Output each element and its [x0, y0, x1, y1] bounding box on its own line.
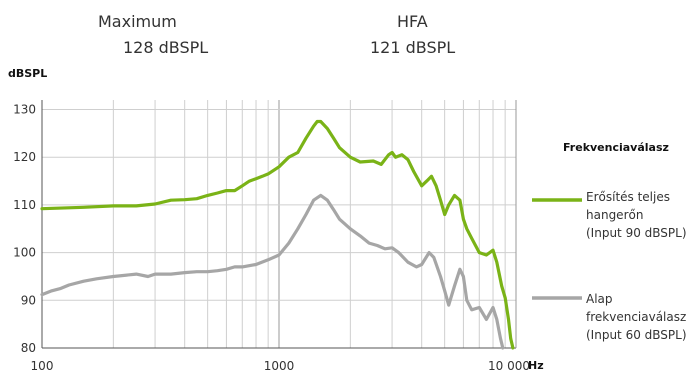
- legend-title: Frekvenciaválasz: [563, 141, 669, 154]
- axes: 80 90 100 110 120 130 100 1000 10 000: [13, 100, 530, 373]
- y-tick-label: 90: [21, 293, 36, 307]
- hfa-label: HFA: [397, 12, 428, 31]
- series-line-basic-response: [40, 193, 505, 350]
- legend-item-basic-response-line3: (Input 60 dBSPL): [586, 328, 687, 342]
- series: [40, 119, 515, 350]
- x-tick-label: 10 000: [488, 359, 530, 373]
- y-tick-label: 100: [13, 246, 36, 260]
- legend-item-basic-response-line2: frekvenciaválasz: [586, 310, 687, 324]
- legend-item-basic-response: Alap frekvenciaválasz (Input 60 dBSPL): [586, 290, 687, 344]
- grid: [41, 100, 517, 349]
- legend-item-full-gain: Erősítés teljes hangerőn (Input 90 dBSPL…: [586, 188, 687, 242]
- x-axis-label: Hz: [528, 359, 544, 372]
- legend-item-full-gain-line3: (Input 90 dBSPL): [586, 226, 687, 240]
- series-line-full-gain: [40, 119, 515, 350]
- y-tick-label: 120: [13, 150, 36, 164]
- max-label: Maximum: [98, 12, 177, 31]
- legend-item-basic-response-line1: Alap: [586, 292, 613, 306]
- legend-item-full-gain-line2: hangerőn: [586, 208, 644, 222]
- y-axis-label: dBSPL: [8, 67, 47, 80]
- max-value: 128 dBSPL: [123, 38, 209, 57]
- legend-swatches: [532, 198, 582, 300]
- x-tick-label: 1000: [264, 359, 295, 373]
- x-tick-label: 100: [31, 359, 54, 373]
- y-tick-label: 80: [21, 341, 36, 355]
- hfa-value: 121 dBSPL: [370, 38, 456, 57]
- y-tick-label: 130: [13, 103, 36, 117]
- y-tick-label: 110: [13, 198, 36, 212]
- legend-item-full-gain-line1: Erősítés teljes: [586, 190, 670, 204]
